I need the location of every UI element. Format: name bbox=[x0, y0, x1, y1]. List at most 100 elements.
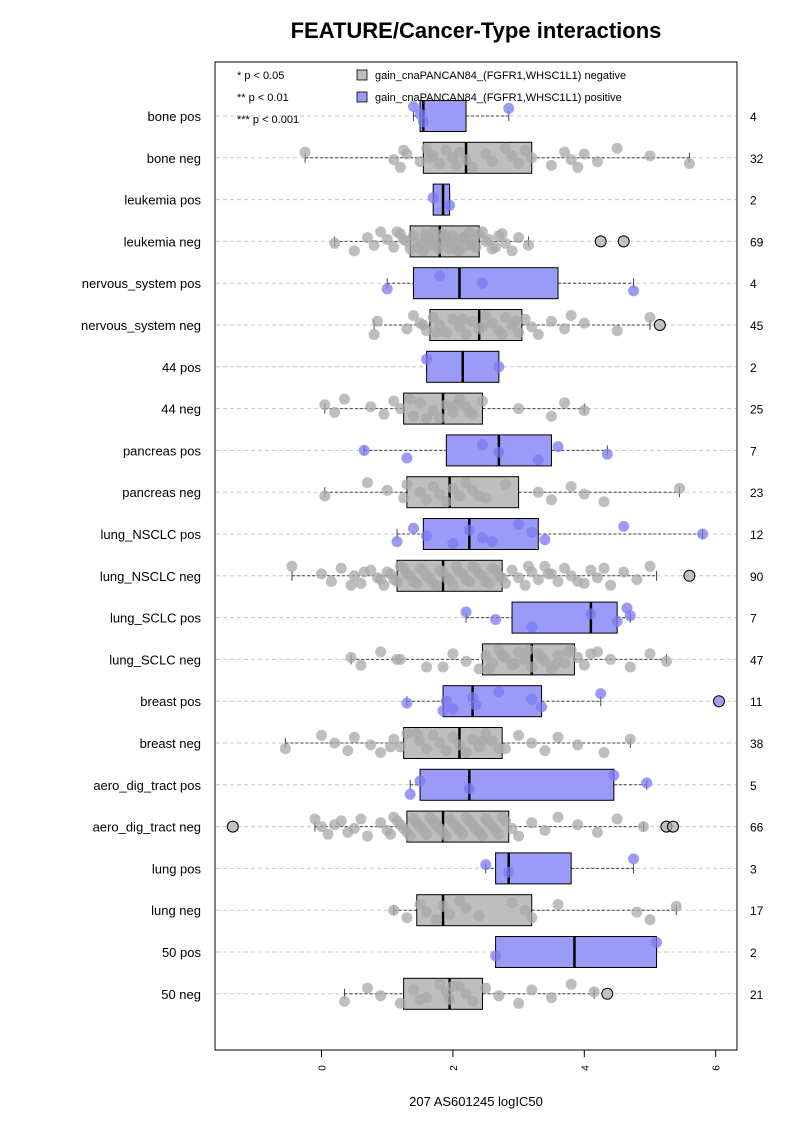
data-point bbox=[539, 745, 551, 757]
data-point bbox=[368, 239, 380, 251]
data-point bbox=[644, 914, 656, 926]
data-point bbox=[578, 317, 590, 329]
group-count: 7 bbox=[750, 444, 757, 458]
group-label: lung_NSCLC pos bbox=[101, 527, 202, 542]
data-point bbox=[329, 237, 341, 249]
data-point bbox=[513, 997, 525, 1009]
data-point bbox=[375, 747, 387, 758]
data-point bbox=[316, 568, 327, 580]
data-point bbox=[444, 199, 456, 211]
data-point bbox=[644, 311, 656, 323]
group-count: 45 bbox=[750, 319, 764, 333]
data-point bbox=[486, 156, 498, 168]
data-point bbox=[361, 232, 373, 244]
data-point bbox=[644, 648, 656, 660]
data-point bbox=[513, 729, 525, 741]
data-point bbox=[526, 693, 538, 705]
data-point bbox=[476, 735, 488, 747]
data-point bbox=[457, 568, 469, 580]
outlier-point bbox=[666, 820, 679, 833]
data-point bbox=[421, 353, 433, 365]
data-point bbox=[375, 574, 387, 586]
data-point bbox=[480, 982, 492, 994]
data-point bbox=[506, 245, 518, 257]
group-count: 4 bbox=[750, 277, 757, 291]
group-label: lung_NSCLC neg bbox=[100, 569, 201, 584]
data-point bbox=[325, 576, 337, 587]
data-point bbox=[467, 733, 479, 745]
group-count: 12 bbox=[750, 528, 764, 542]
data-point bbox=[591, 156, 603, 168]
data-point bbox=[536, 701, 548, 713]
data-point bbox=[381, 484, 393, 496]
data-point bbox=[434, 737, 446, 749]
data-point bbox=[329, 406, 341, 418]
data-point bbox=[532, 454, 544, 466]
data-point bbox=[453, 739, 465, 751]
data-point bbox=[624, 733, 636, 745]
data-point bbox=[375, 226, 387, 238]
data-point bbox=[414, 156, 426, 168]
data-point bbox=[499, 311, 511, 323]
x-axis: 0 2 4 6 bbox=[318, 1049, 723, 1071]
group-count: 2 bbox=[750, 194, 757, 208]
data-point bbox=[421, 494, 433, 506]
data-point bbox=[506, 564, 518, 576]
data-point bbox=[411, 817, 423, 829]
data-point bbox=[513, 403, 525, 415]
data-point bbox=[562, 646, 574, 658]
data-point bbox=[388, 395, 400, 407]
data-point bbox=[470, 562, 482, 574]
outlier-point bbox=[617, 235, 630, 248]
legend-label-positive: gain_cnaPANCAN84_(FGFR1,WHSC1L1) positiv… bbox=[375, 92, 622, 104]
data-point bbox=[578, 405, 590, 416]
data-point bbox=[660, 655, 672, 667]
data-point bbox=[513, 572, 525, 584]
data-point bbox=[394, 161, 406, 173]
data-point bbox=[414, 486, 426, 498]
data-point bbox=[499, 142, 511, 154]
data-point bbox=[453, 490, 465, 502]
chart-title: FEATURE/Cancer-Type interactions bbox=[291, 18, 662, 43]
group-labels: bone pos bone neg leukemia pos leukemia neg… bbox=[81, 109, 201, 1002]
data-point bbox=[338, 393, 350, 405]
legend-swatch-negative bbox=[356, 69, 368, 81]
data-point bbox=[459, 232, 471, 244]
data-point bbox=[457, 313, 469, 325]
data-point bbox=[447, 538, 459, 549]
data-point bbox=[430, 579, 442, 591]
data-point bbox=[427, 405, 439, 416]
outlier-point bbox=[594, 235, 607, 248]
data-point bbox=[670, 900, 682, 912]
data-point bbox=[394, 403, 406, 415]
data-point bbox=[522, 644, 534, 656]
x-axis-label: 207 AS601245 logIC50 bbox=[409, 1094, 543, 1109]
data-point bbox=[493, 990, 505, 1002]
data-point bbox=[545, 992, 557, 1004]
data-point bbox=[411, 577, 423, 589]
data-point bbox=[434, 270, 446, 282]
data-point bbox=[401, 728, 413, 739]
group-count: 25 bbox=[750, 403, 764, 417]
data-point bbox=[427, 729, 439, 741]
data-point bbox=[463, 815, 475, 827]
data-point bbox=[319, 490, 331, 502]
data-point bbox=[345, 579, 357, 591]
data-point bbox=[496, 228, 508, 240]
data-point bbox=[391, 815, 403, 827]
data-point bbox=[394, 997, 406, 1009]
data-point bbox=[476, 321, 488, 333]
data-point bbox=[490, 824, 502, 836]
data-point bbox=[463, 576, 475, 587]
data-point bbox=[384, 568, 396, 580]
data-point bbox=[329, 819, 341, 831]
sig-legend-item: ** p < 0.01 bbox=[237, 92, 289, 104]
data-point bbox=[522, 560, 534, 572]
data-point bbox=[545, 159, 557, 171]
data-point bbox=[598, 747, 610, 758]
group-count: 4 bbox=[750, 110, 757, 124]
data-point bbox=[611, 325, 623, 337]
data-point bbox=[460, 154, 472, 166]
data-point bbox=[316, 821, 327, 833]
data-point bbox=[496, 329, 508, 340]
